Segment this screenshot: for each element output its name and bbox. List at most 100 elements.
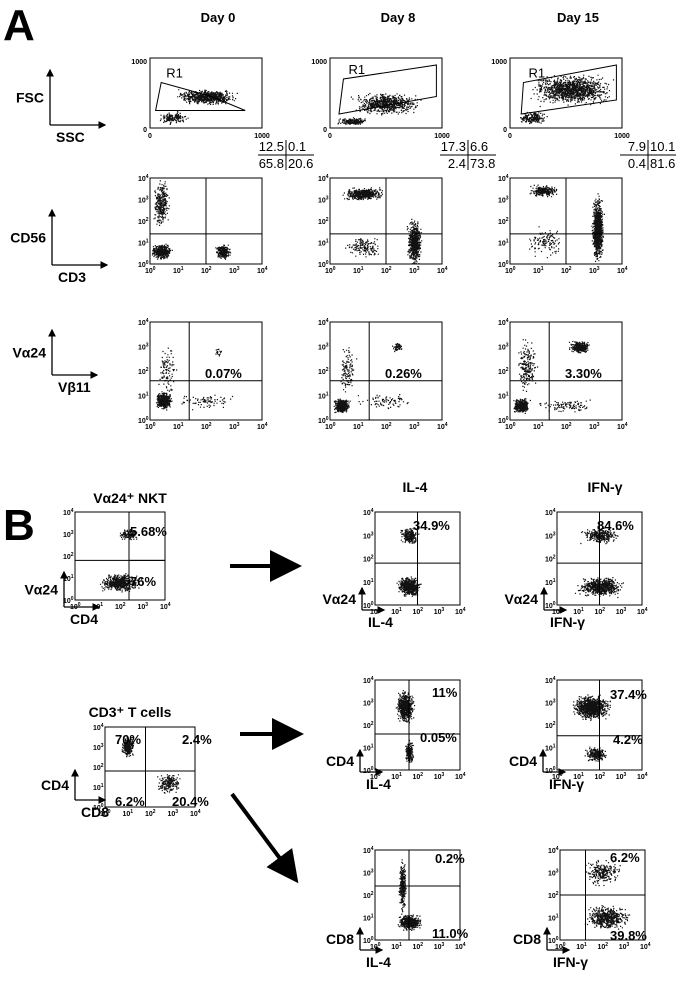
tick-base: 10 xyxy=(434,944,442,951)
x-tick-label: 102 xyxy=(561,266,572,275)
x-tick-label: 103 xyxy=(229,266,240,275)
tick-exp: 0 xyxy=(326,260,329,266)
x-tick-label: 103 xyxy=(409,266,420,275)
events xyxy=(584,859,631,930)
tick-base: 10 xyxy=(498,176,506,183)
x-tick-label: 103 xyxy=(409,422,420,431)
y-tick-label: 101 xyxy=(545,744,556,753)
y-tick-label: 103 xyxy=(545,699,556,708)
y-tick-label: 100 xyxy=(138,260,149,269)
x-tick-label: 104 xyxy=(455,772,466,781)
x-tick-label: 0 xyxy=(328,133,332,140)
events xyxy=(342,187,423,265)
tick-base: 10 xyxy=(201,424,209,431)
tick-exp: 3 xyxy=(597,422,600,428)
x-tick-label: 102 xyxy=(381,422,392,431)
tick-exp: 2 xyxy=(506,217,509,223)
tick-exp: 3 xyxy=(442,607,445,613)
tick-exp: 1 xyxy=(100,602,103,608)
tick-exp: 3 xyxy=(627,942,630,948)
column-header: IL-4 xyxy=(403,479,428,495)
quadrant-percent: 20.4% xyxy=(172,794,209,809)
tick-exp: 1 xyxy=(326,239,329,245)
tick-base: 10 xyxy=(545,678,553,685)
tick-exp: 1 xyxy=(541,266,544,272)
tick-exp: 1 xyxy=(181,422,184,428)
y-tick-label: 101 xyxy=(318,239,329,248)
tick-base: 10 xyxy=(145,268,153,275)
tick-base: 10 xyxy=(363,510,371,517)
axis-label: IL-4 xyxy=(366,776,391,792)
y-tick-label: 103 xyxy=(138,343,149,352)
tick-exp: 3 xyxy=(237,266,240,272)
quadrant-percent: 6.2% xyxy=(115,794,145,809)
quadrant-percent: 34.9% xyxy=(413,518,450,533)
panel-label: B xyxy=(3,501,35,550)
events xyxy=(121,736,181,794)
tick-exp: 1 xyxy=(361,422,364,428)
x-tick-label: 101 xyxy=(391,942,402,951)
x-tick-label: 102 xyxy=(145,809,156,818)
tick-exp: 4 xyxy=(371,676,374,682)
y-tick-label: 104 xyxy=(138,174,149,183)
y-tick-label: 104 xyxy=(545,676,556,685)
x-tick-label: 102 xyxy=(598,942,609,951)
events xyxy=(513,339,591,414)
x-tick-label: 104 xyxy=(160,602,171,611)
tick-exp: 2 xyxy=(326,367,329,373)
tick-base: 10 xyxy=(257,424,265,431)
quadrant-value: 0.1 xyxy=(288,139,306,154)
events xyxy=(333,343,409,414)
tick-base: 10 xyxy=(138,219,146,226)
y-tick-label: 104 xyxy=(363,676,374,685)
y-tick-label: 104 xyxy=(363,508,374,517)
tick-base: 10 xyxy=(589,424,597,431)
axis-label: CD4 xyxy=(509,753,537,769)
tick-exp: 0 xyxy=(513,422,516,428)
tick-exp: 2 xyxy=(506,367,509,373)
y-tick-label: 102 xyxy=(545,555,556,564)
tick-exp: 0 xyxy=(333,266,336,272)
tick-base: 10 xyxy=(548,938,556,945)
tick-base: 10 xyxy=(545,603,553,610)
y-tick-label: 102 xyxy=(363,891,374,900)
tick-exp: 4 xyxy=(445,266,448,272)
tick-base: 10 xyxy=(617,424,625,431)
y-tick-label: 101 xyxy=(363,578,374,587)
y-tick-label: 101 xyxy=(318,392,329,401)
tick-exp: 3 xyxy=(326,196,329,202)
tick-exp: 4 xyxy=(463,607,466,613)
tick-base: 10 xyxy=(573,609,581,616)
tick-base: 10 xyxy=(545,723,553,730)
tick-exp: 2 xyxy=(146,367,149,373)
axis-label: IFN-γ xyxy=(553,954,588,970)
tick-exp: 1 xyxy=(371,744,374,750)
y-tick-label: 1000 xyxy=(491,59,507,66)
tick-base: 10 xyxy=(413,609,421,616)
tick-exp: 3 xyxy=(624,772,627,778)
tick-base: 10 xyxy=(145,811,153,818)
y-tick-label: 102 xyxy=(363,555,374,564)
tick-base: 10 xyxy=(391,944,399,951)
tick-base: 10 xyxy=(455,774,463,781)
tick-exp: 0 xyxy=(153,266,156,272)
tick-exp: 1 xyxy=(146,392,149,398)
y-tick-label: 104 xyxy=(498,174,509,183)
x-tick-label: 100 xyxy=(505,422,516,431)
tick-exp: 0 xyxy=(71,596,74,602)
tick-exp: 4 xyxy=(168,602,171,608)
x-tick-label: 102 xyxy=(595,772,606,781)
axis-label: FSC xyxy=(16,90,44,106)
events xyxy=(159,89,238,125)
tick-base: 10 xyxy=(434,774,442,781)
tick-base: 10 xyxy=(498,241,506,248)
y-tick-label: 102 xyxy=(138,367,149,376)
x-tick-label: 103 xyxy=(616,607,627,616)
tick-exp: 2 xyxy=(153,809,156,815)
y-tick-label: 1000 xyxy=(311,59,327,66)
y-tick-label: 104 xyxy=(498,318,509,327)
quadrant-value: 10.1 xyxy=(650,139,675,154)
x-tick-label: 102 xyxy=(201,422,212,431)
tick-base: 10 xyxy=(363,557,371,564)
